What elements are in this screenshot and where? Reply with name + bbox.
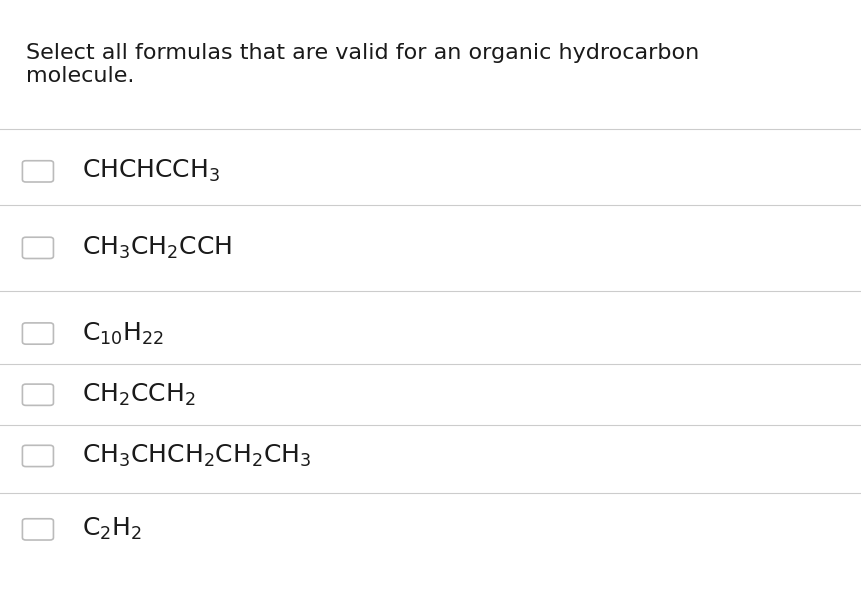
FancyBboxPatch shape (22, 161, 53, 182)
Text: Select all formulas that are valid for an organic hydrocarbon
molecule.: Select all formulas that are valid for a… (26, 43, 698, 86)
Text: CH$_3$CHCH$_2$CH$_2$CH$_3$: CH$_3$CHCH$_2$CH$_2$CH$_3$ (82, 443, 311, 469)
Text: CHCHCCH$_3$: CHCHCCH$_3$ (82, 159, 220, 184)
FancyBboxPatch shape (22, 323, 53, 344)
FancyBboxPatch shape (22, 446, 53, 466)
Text: C$_2$H$_2$: C$_2$H$_2$ (82, 517, 142, 542)
Text: C$_{10}$H$_{22}$: C$_{10}$H$_{22}$ (82, 321, 164, 346)
FancyBboxPatch shape (22, 384, 53, 405)
Text: CH$_3$CH$_2$CCH: CH$_3$CH$_2$CCH (82, 235, 232, 261)
Text: CH$_2$CCH$_2$: CH$_2$CCH$_2$ (82, 382, 195, 408)
FancyBboxPatch shape (22, 519, 53, 540)
FancyBboxPatch shape (22, 237, 53, 258)
